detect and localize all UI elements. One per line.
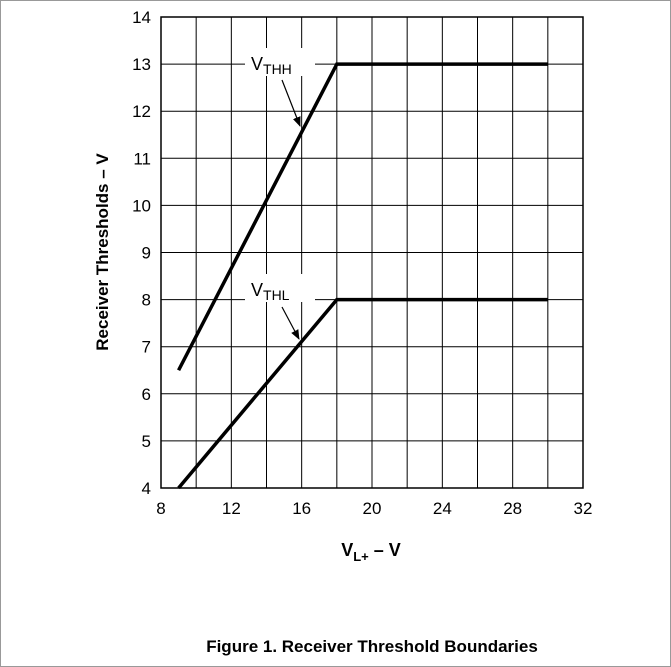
series-label: VTHH — [251, 54, 292, 77]
y-tick-label: 8 — [142, 291, 151, 310]
series-line — [177, 297, 548, 490]
series-label-sub: THH — [263, 61, 292, 77]
y-tick-label: 5 — [142, 432, 151, 451]
x-tick-label: 32 — [574, 499, 593, 518]
chart-title: Figure 1. Receiver Threshold Boundaries — [206, 637, 538, 656]
x-tick-label: 8 — [156, 499, 165, 518]
y-axis-label: Receiver Thresholds – V — [93, 153, 112, 351]
x-axis-label: VL+ – V — [341, 540, 401, 564]
x-axis-label-base: V — [341, 540, 353, 560]
y-tick-label: 12 — [132, 102, 151, 121]
x-tick-label: 12 — [222, 499, 241, 518]
y-tick-label: 6 — [142, 385, 151, 404]
y-tick-label: 11 — [133, 149, 151, 168]
series-label: VTHL — [251, 280, 290, 303]
y-tick-label: 7 — [142, 338, 151, 357]
y-tick-label: 13 — [132, 55, 151, 74]
series-line — [177, 62, 548, 372]
x-tick-label: 28 — [503, 499, 522, 518]
x-axis-label-sub: L+ — [353, 549, 369, 564]
annotation-arrow — [281, 306, 300, 340]
annotation-arrow — [281, 79, 301, 127]
x-tick-label: 20 — [363, 499, 382, 518]
series-label-base: V — [251, 54, 263, 74]
series-label-base: V — [251, 280, 263, 300]
plot-border — [160, 16, 584, 489]
y-tick-label: 4 — [142, 479, 151, 498]
y-tick-label: 14 — [132, 8, 151, 27]
series-label-sub: THL — [263, 287, 290, 303]
x-axis-label-suffix: – V — [369, 540, 401, 560]
x-tick-label: 24 — [433, 499, 452, 518]
x-tick-label: 16 — [292, 499, 311, 518]
y-tick-label: 10 — [132, 196, 151, 215]
label-background — [245, 48, 315, 76]
y-tick-label: 9 — [142, 244, 151, 263]
label-background — [245, 274, 315, 302]
